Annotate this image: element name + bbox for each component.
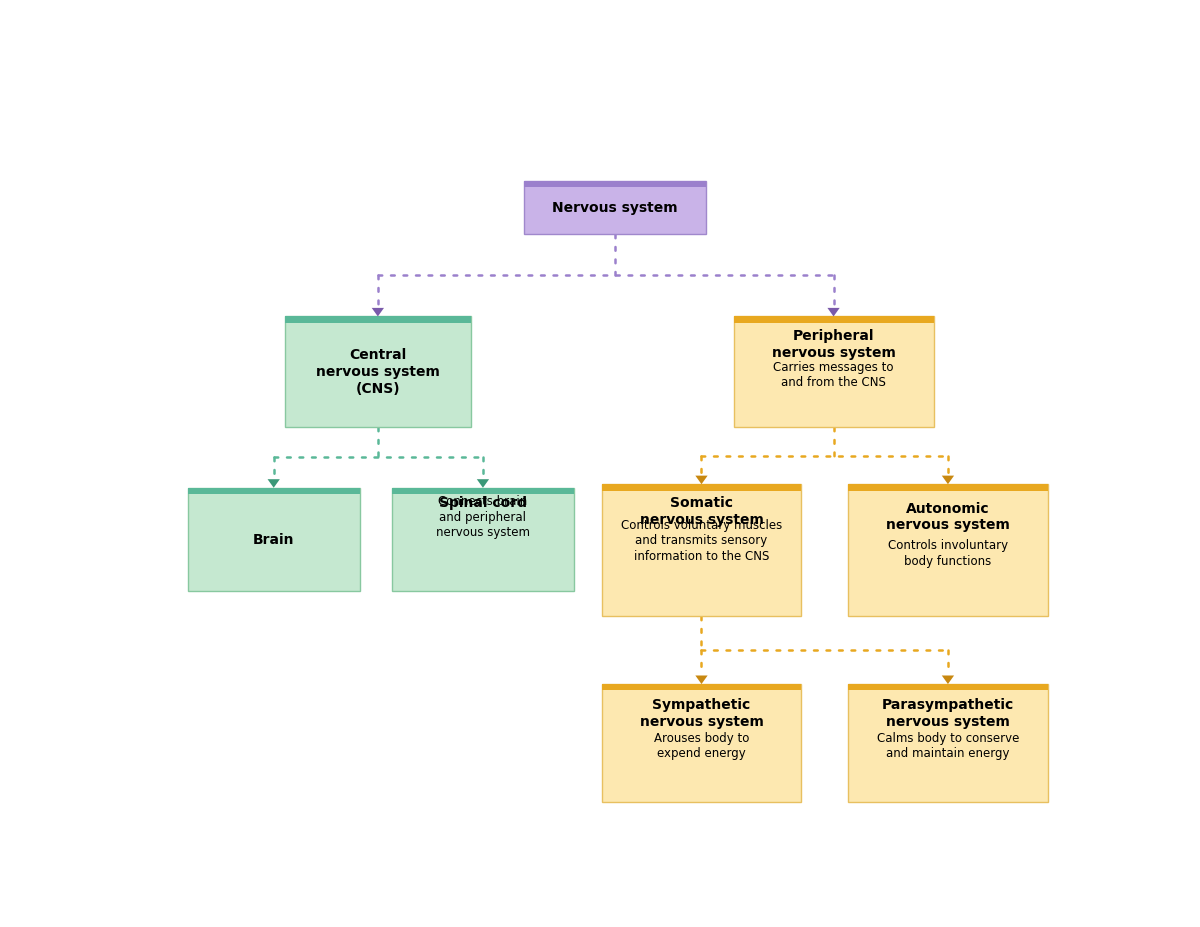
Bar [524,181,706,186]
Text: Carries messages to
and from the CNS: Carries messages to and from the CNS [773,361,894,389]
Bar [284,316,470,323]
Polygon shape [695,676,708,684]
Text: Controls voluntary muscles
and transmits sensory
information to the CNS: Controls voluntary muscles and transmits… [620,519,782,563]
Text: Somatic
nervous system: Somatic nervous system [640,496,763,527]
Bar [524,181,706,235]
Text: Nervous system: Nervous system [552,200,678,215]
Bar [848,484,1048,616]
Text: Brain: Brain [253,532,294,547]
Bar [601,484,802,616]
Bar [848,684,1048,802]
Bar [848,484,1048,490]
Text: Peripheral
nervous system: Peripheral nervous system [772,329,895,360]
Bar [733,316,934,427]
Bar [284,316,470,427]
Bar [187,488,360,494]
Bar [392,488,574,591]
Text: Spinal cord: Spinal cord [439,496,527,510]
Text: Autonomic
nervous system: Autonomic nervous system [886,502,1010,532]
Bar [733,316,934,323]
Bar [392,488,574,494]
Text: Arouses body to
expend energy: Arouses body to expend energy [654,732,749,760]
Bar [601,684,802,802]
Text: Connects brain
and peripheral
nervous system: Connects brain and peripheral nervous sy… [436,495,530,540]
Bar [601,484,802,490]
Polygon shape [268,479,280,488]
Polygon shape [942,676,954,684]
Text: Sympathetic
nervous system: Sympathetic nervous system [640,698,763,730]
Polygon shape [828,308,840,316]
Polygon shape [372,308,384,316]
Text: Central
nervous system
(CNS): Central nervous system (CNS) [316,348,439,396]
Polygon shape [942,476,954,484]
Bar [848,684,1048,691]
Text: Controls involuntary
body functions: Controls involuntary body functions [888,540,1008,567]
Bar [187,488,360,591]
Bar [601,684,802,691]
Polygon shape [476,479,490,488]
Text: Parasympathetic
nervous system: Parasympathetic nervous system [882,698,1014,730]
Polygon shape [695,476,708,484]
Text: Calms body to conserve
and maintain energy: Calms body to conserve and maintain ener… [877,732,1019,760]
